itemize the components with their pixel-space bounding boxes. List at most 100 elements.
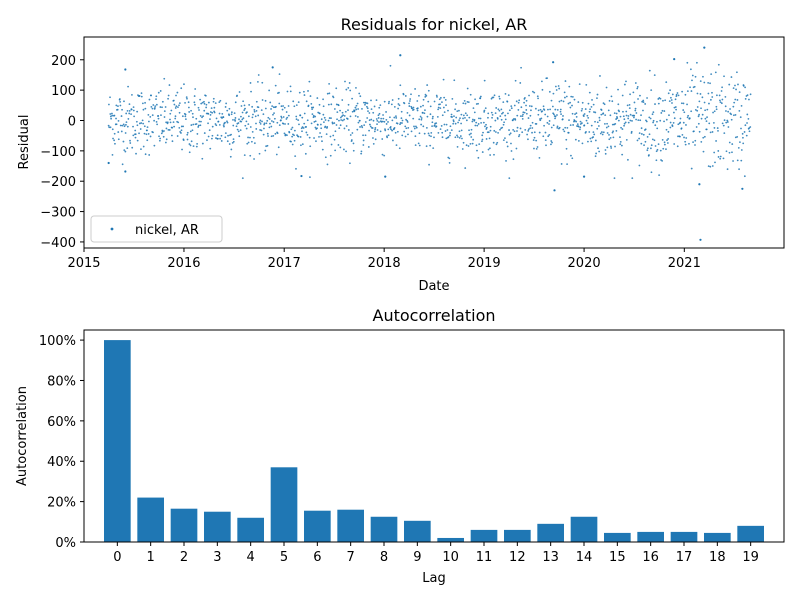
residual-point bbox=[656, 127, 659, 130]
residual-point bbox=[293, 129, 296, 132]
residual-point bbox=[537, 109, 540, 112]
x-tick-label: 2021 bbox=[668, 256, 701, 271]
residual-point bbox=[477, 123, 480, 125]
legend-entry-nickel-ar: nickel, AR bbox=[135, 223, 199, 238]
autocorrelation-bar bbox=[537, 523, 564, 542]
residual-point bbox=[345, 125, 348, 127]
residual-point bbox=[450, 113, 453, 116]
residual-point bbox=[652, 119, 655, 122]
residual-point bbox=[313, 137, 315, 139]
residual-point bbox=[123, 100, 125, 103]
residual-point bbox=[193, 101, 196, 104]
residual-point bbox=[728, 83, 731, 86]
residual-point bbox=[393, 105, 396, 108]
residual-point bbox=[197, 126, 200, 128]
legend-box bbox=[90, 215, 223, 243]
residual-point bbox=[327, 119, 330, 122]
residual-point bbox=[459, 135, 462, 137]
residual-point bbox=[682, 109, 685, 111]
residual-point bbox=[328, 92, 331, 95]
residual-point bbox=[240, 115, 242, 118]
residual-point bbox=[516, 114, 519, 117]
residual-point bbox=[373, 105, 376, 108]
residual-point bbox=[734, 136, 737, 139]
residual-point bbox=[541, 80, 543, 83]
residual-point bbox=[721, 122, 724, 125]
residual-point bbox=[439, 107, 442, 110]
residual-point bbox=[300, 144, 302, 147]
residual-point bbox=[299, 136, 302, 138]
residual-point bbox=[467, 145, 470, 147]
residual-point bbox=[280, 116, 283, 119]
residual-point bbox=[460, 113, 463, 116]
residual-point bbox=[152, 104, 155, 106]
residual-point bbox=[264, 99, 267, 102]
autocorrelation-bar bbox=[170, 508, 198, 542]
residual-point bbox=[534, 107, 537, 110]
residual-point bbox=[167, 97, 169, 100]
residual-point bbox=[121, 108, 123, 111]
residual-point bbox=[236, 94, 238, 97]
residual-point bbox=[487, 148, 490, 151]
residual-point bbox=[708, 102, 710, 105]
residual-point bbox=[592, 103, 595, 106]
residual-point bbox=[280, 119, 282, 122]
residual-point bbox=[671, 93, 674, 96]
residual-point bbox=[321, 148, 324, 151]
residual-point bbox=[655, 159, 658, 162]
residual-point bbox=[140, 122, 143, 124]
residual-point bbox=[224, 136, 227, 139]
residual-point bbox=[281, 108, 284, 111]
residual-point bbox=[258, 152, 261, 155]
residual-point bbox=[120, 115, 123, 117]
residual-point bbox=[271, 105, 274, 108]
residual-point bbox=[454, 136, 457, 139]
residual-point bbox=[326, 126, 329, 128]
residual-point bbox=[552, 124, 555, 127]
residual-point bbox=[148, 120, 150, 123]
residual-point bbox=[397, 103, 400, 105]
lag-tick-label: 14 bbox=[576, 550, 593, 565]
residual-point bbox=[343, 115, 346, 117]
residual-point bbox=[477, 156, 480, 159]
residual-point bbox=[249, 154, 252, 157]
residual-point bbox=[358, 92, 361, 95]
residual-point bbox=[732, 87, 735, 90]
residual-point bbox=[282, 116, 285, 118]
residual-point bbox=[246, 142, 249, 145]
residual-point bbox=[513, 130, 516, 133]
residual-point bbox=[390, 103, 393, 106]
lag-tick-label: 16 bbox=[642, 550, 659, 565]
residual-point bbox=[319, 123, 322, 126]
residual-point bbox=[204, 94, 207, 97]
residual-point bbox=[303, 94, 306, 96]
residual-point bbox=[196, 133, 199, 135]
residual-point bbox=[695, 126, 698, 128]
x-tick-label: 2018 bbox=[368, 256, 401, 271]
residual-point bbox=[176, 91, 179, 94]
residual-point bbox=[485, 123, 487, 126]
residual-point bbox=[255, 100, 258, 103]
residual-point bbox=[361, 107, 363, 110]
residual-point bbox=[611, 100, 614, 103]
autocorrelation-bar bbox=[104, 340, 131, 542]
residual-point bbox=[545, 144, 547, 147]
residual-point bbox=[677, 123, 680, 126]
residual-point bbox=[238, 118, 240, 121]
residual-point bbox=[433, 124, 436, 127]
residual-point bbox=[157, 117, 160, 120]
residual-point bbox=[346, 118, 349, 120]
residual-point bbox=[541, 88, 544, 91]
residual-point bbox=[380, 120, 383, 123]
residual-point bbox=[642, 99, 645, 102]
y-tick-label: −400 bbox=[40, 236, 76, 251]
residual-point bbox=[417, 142, 420, 145]
residual-point bbox=[143, 125, 146, 128]
residual-point bbox=[388, 100, 390, 103]
residual-point bbox=[408, 105, 411, 107]
residual-point bbox=[636, 85, 639, 88]
residual-point bbox=[462, 114, 465, 117]
residual-point bbox=[270, 120, 273, 122]
residual-point bbox=[602, 112, 605, 115]
residual-point bbox=[728, 151, 731, 154]
